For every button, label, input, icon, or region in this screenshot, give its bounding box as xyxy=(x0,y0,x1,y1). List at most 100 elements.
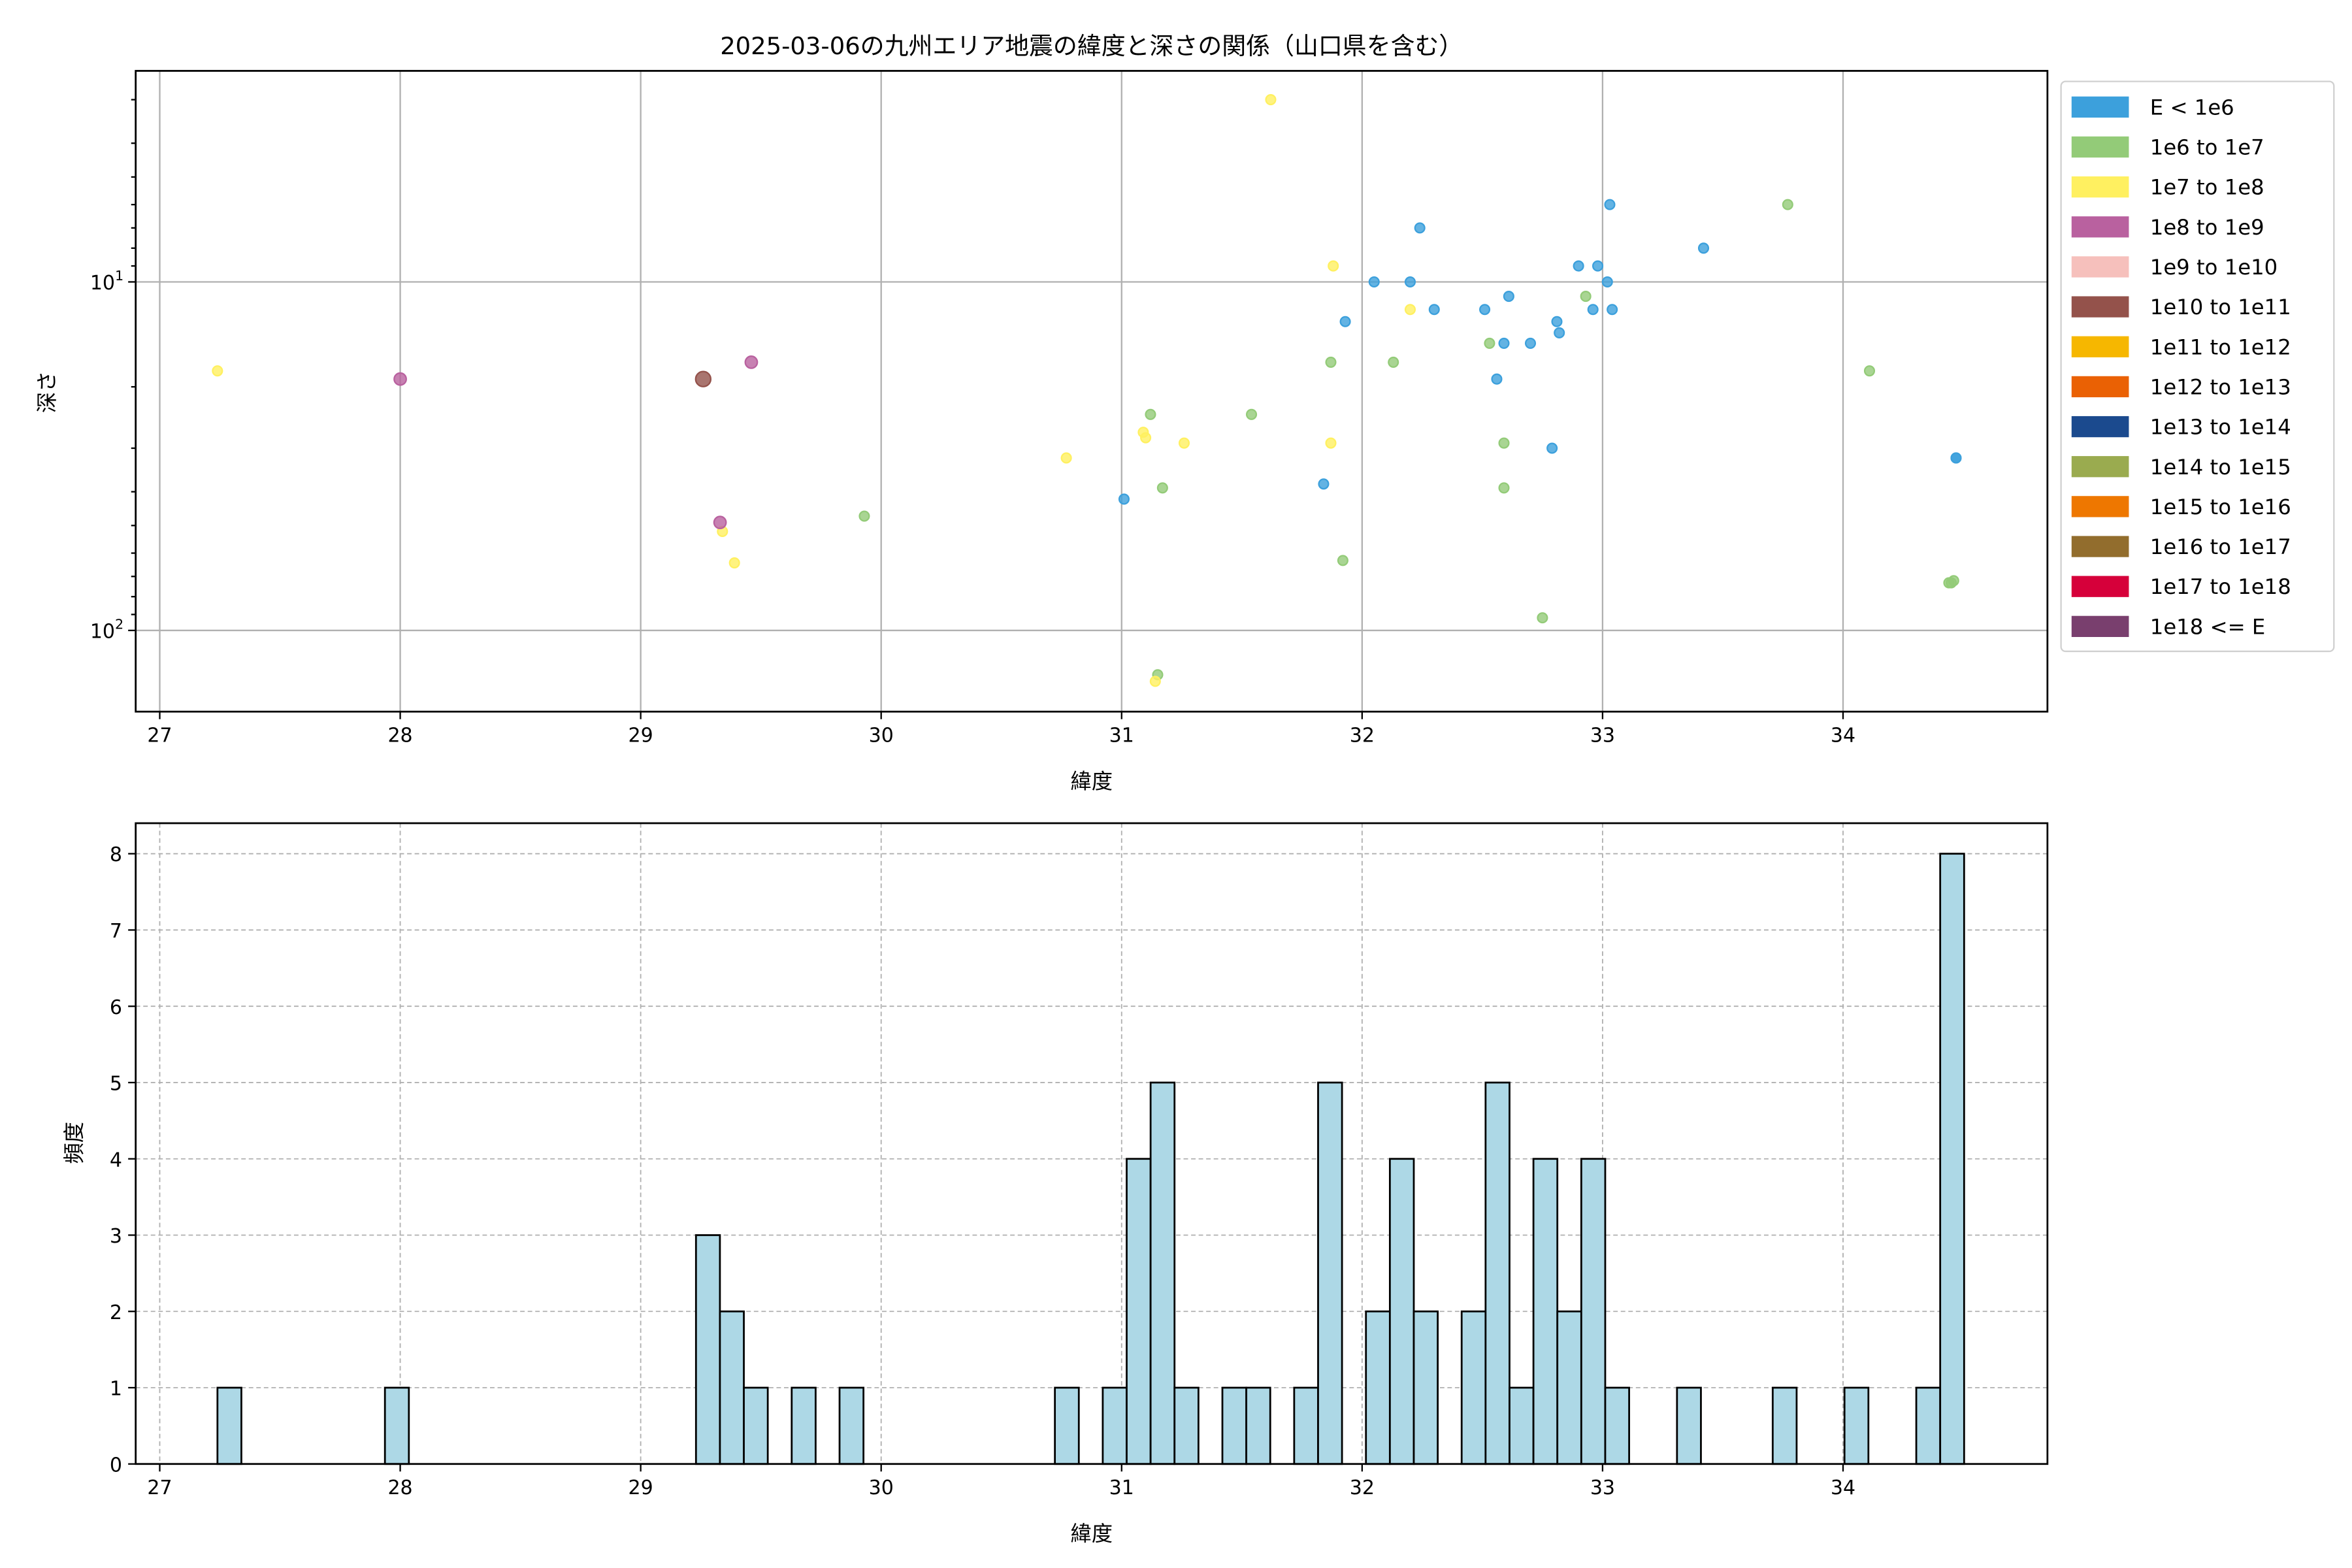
x-tick-label: 32 xyxy=(1350,724,1375,747)
legend-label: E < 1e6 xyxy=(2150,95,2234,120)
y-tick-label: 8 xyxy=(110,843,122,866)
y-tick-label: 102 xyxy=(90,617,123,644)
legend-swatch xyxy=(2071,176,2129,198)
legend: E < 1e6 1e6 to 1e7 1e7 to 1e8 1e8 to 1e9 1e9… xyxy=(2060,80,2335,653)
scatter-point xyxy=(1414,222,1426,234)
histogram-bar xyxy=(743,1386,769,1465)
scatter-point xyxy=(1388,356,1399,368)
scatter-point xyxy=(1484,337,1495,349)
x-tick-label: 28 xyxy=(387,724,412,747)
scatter-points xyxy=(212,94,1962,687)
scatter-point xyxy=(1498,437,1510,449)
scatter-point xyxy=(1607,304,1618,316)
histogram-bar xyxy=(1413,1310,1439,1465)
scatter-point xyxy=(1368,276,1380,288)
scatter-point xyxy=(1601,276,1613,288)
scatter-point xyxy=(694,370,712,387)
legend-swatch xyxy=(2071,296,2129,318)
legend-label: 1e6 to 1e7 xyxy=(2150,135,2264,160)
scatter-point xyxy=(1479,304,1491,316)
histogram-bar xyxy=(1843,1386,1870,1465)
histogram-bar xyxy=(719,1310,745,1465)
histogram-bar xyxy=(1509,1386,1535,1465)
scatter-point xyxy=(1697,242,1710,254)
scatter-point xyxy=(1404,276,1416,288)
scatter-point xyxy=(1318,478,1330,490)
histogram-bar xyxy=(1149,1081,1176,1465)
x-tick-label: 31 xyxy=(1109,1477,1134,1499)
histogram-bar xyxy=(1245,1386,1271,1465)
histogram-bar xyxy=(384,1386,410,1465)
chart-title: 2025-03-06の九州エリア地震の緯度と深さの関係（山口県を含む） xyxy=(720,32,1463,60)
legend-label: 1e17 to 1e18 xyxy=(2150,574,2291,599)
scatter-point xyxy=(1524,337,1537,349)
scatter-point xyxy=(1140,432,1152,444)
x-tick-label: 29 xyxy=(629,724,653,747)
scatter-point xyxy=(1948,575,1959,587)
legend-frame xyxy=(2060,80,2335,653)
histogram-bar xyxy=(1484,1081,1511,1465)
y-tick-label: 101 xyxy=(90,268,123,295)
scatter-point xyxy=(1863,365,1876,377)
histogram-bar xyxy=(1915,1386,1942,1465)
scatter-ticks: 27 28 29 30 31 32 33 34 101 102 xyxy=(90,99,1855,747)
scatter-point xyxy=(1156,482,1168,494)
scatter-point xyxy=(1428,304,1440,316)
x-tick-label: 27 xyxy=(147,1477,172,1499)
legend-label: 1e8 to 1e9 xyxy=(2150,215,2264,240)
legend-label: 1e7 to 1e8 xyxy=(2150,175,2264,200)
legend-swatch xyxy=(2071,376,2129,398)
histogram-bar xyxy=(1293,1386,1319,1465)
legend-label: 1e13 to 1e14 xyxy=(2150,415,2291,440)
y-tick-label: 3 xyxy=(110,1225,122,1248)
scatter-point xyxy=(393,372,407,386)
histogram-y-label: 頻度 xyxy=(62,1122,87,1164)
legend-swatch xyxy=(2071,456,2129,478)
scatter-point xyxy=(1604,199,1616,210)
scatter-point xyxy=(1950,452,1962,464)
histogram-bar xyxy=(1580,1158,1607,1465)
histogram-x-label: 緯度 xyxy=(1070,1521,1113,1546)
histogram-bar xyxy=(1173,1386,1200,1465)
legend-swatch xyxy=(2071,576,2129,597)
y-tick-label: 6 xyxy=(110,996,122,1019)
x-tick-label: 27 xyxy=(147,724,172,747)
x-tick-label: 29 xyxy=(629,1477,653,1499)
scatter-point xyxy=(1546,442,1558,454)
scatter-point xyxy=(1498,337,1510,349)
y-tick-label: 5 xyxy=(110,1073,122,1096)
histogram-grid xyxy=(135,823,2048,1465)
histogram-bar xyxy=(694,1234,721,1465)
legend-swatch xyxy=(2071,416,2129,438)
scatter-point xyxy=(1554,327,1565,338)
histogram-bar xyxy=(1126,1158,1152,1465)
scatter-point xyxy=(1149,676,1161,687)
scatter-point xyxy=(1325,356,1337,368)
scatter-point xyxy=(1551,316,1563,327)
scatter-point xyxy=(1587,304,1599,316)
legend-swatch xyxy=(2071,615,2129,637)
legend-swatch xyxy=(2071,336,2129,357)
scatter-point xyxy=(1265,94,1277,106)
scatter-y-label: 深さ xyxy=(35,371,59,414)
scatter-point xyxy=(1498,482,1510,494)
histogram-bar xyxy=(1365,1310,1391,1465)
y-tick-label: 0 xyxy=(110,1454,122,1477)
histogram-bar xyxy=(1102,1386,1128,1465)
histogram-bar xyxy=(1676,1386,1702,1465)
scatter-point xyxy=(1337,555,1348,566)
histogram-bar xyxy=(1317,1081,1343,1465)
histogram-bar xyxy=(1771,1386,1798,1465)
histogram-bar xyxy=(1939,853,1965,1465)
histogram-bar xyxy=(216,1386,242,1465)
y-tick-label: 1 xyxy=(110,1378,122,1401)
scatter-point xyxy=(1328,260,1339,272)
scatter-point xyxy=(1503,291,1514,302)
histogram-bar xyxy=(1556,1310,1582,1465)
scatter-point xyxy=(744,355,759,369)
scatter-point xyxy=(1537,612,1548,624)
legend-swatch xyxy=(2071,536,2129,557)
legend-label: 1e10 to 1e11 xyxy=(2150,295,2291,319)
legend-label: 1e15 to 1e16 xyxy=(2150,495,2291,519)
y-tick-label: 4 xyxy=(110,1149,122,1171)
